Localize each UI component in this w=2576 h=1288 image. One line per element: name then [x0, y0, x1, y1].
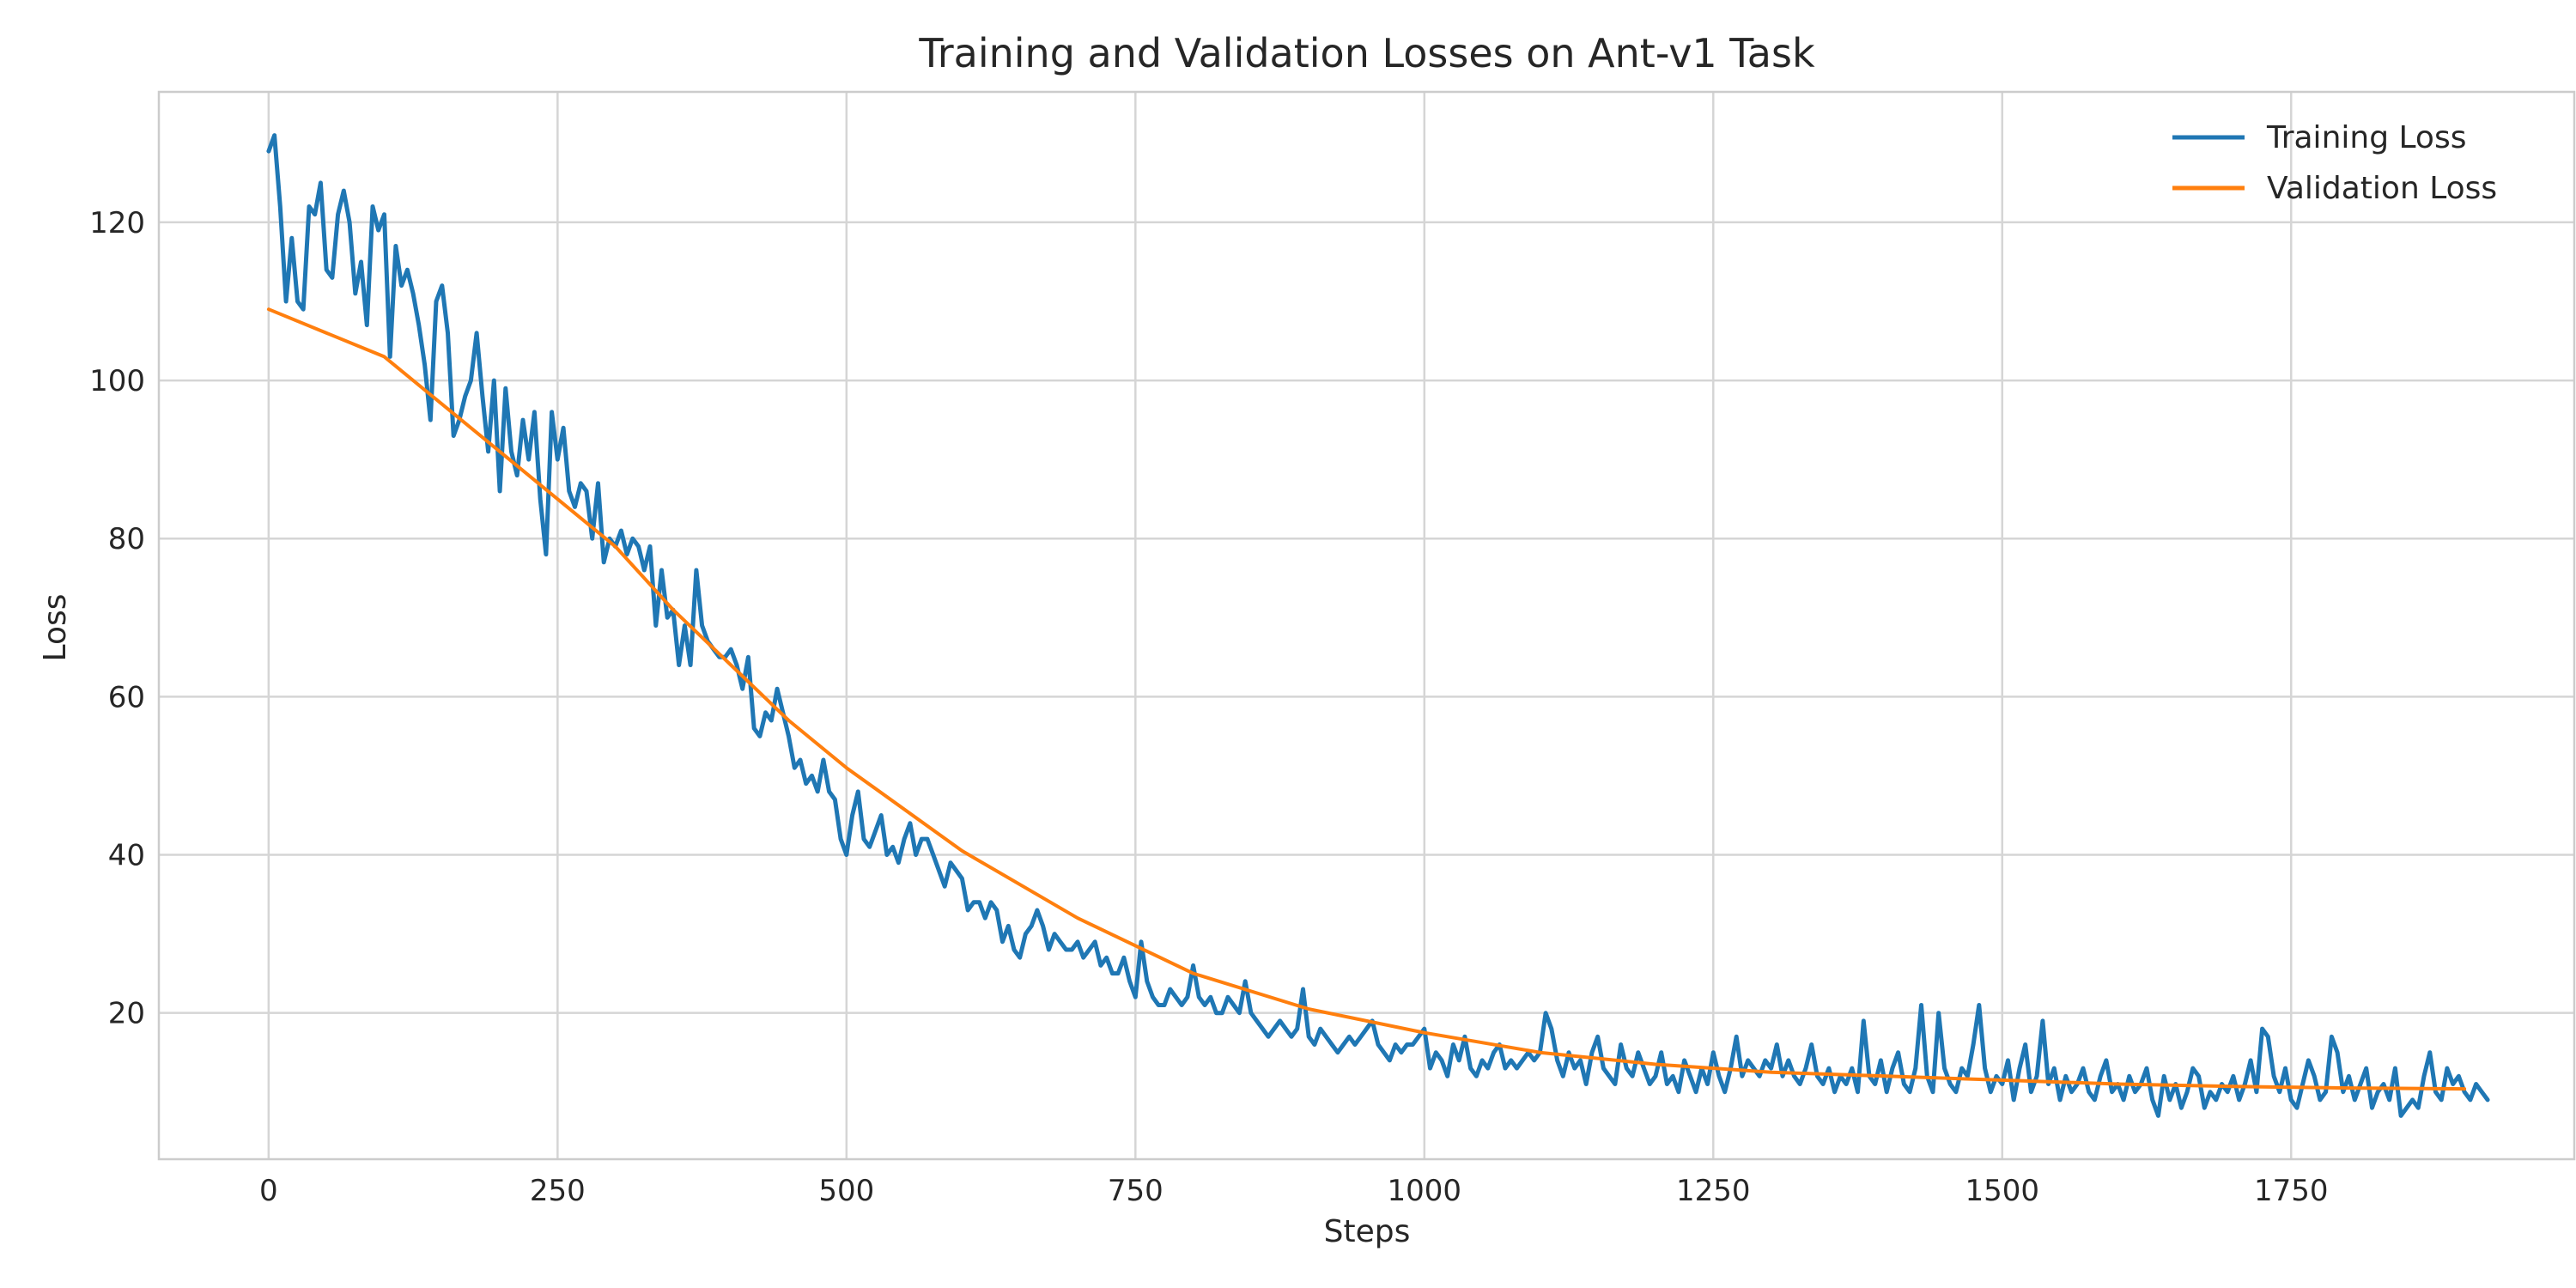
x-tick-label: 250: [530, 1174, 586, 1208]
legend-label-validation-loss: Validation Loss: [2267, 171, 2497, 206]
y-tick-labels: 20 40 60 80 100 120: [89, 206, 145, 1031]
y-tick-label: 40: [108, 839, 145, 873]
x-tick-label: 1750: [2254, 1174, 2329, 1208]
grid: [159, 92, 2574, 1159]
y-tick-label: 60: [108, 680, 145, 714]
series-lines: [266, 133, 2490, 1118]
x-tick-label: 750: [1108, 1174, 1163, 1208]
x-tick-label: 0: [259, 1174, 278, 1208]
x-tick-label: 1000: [1388, 1174, 1462, 1208]
legend: Training Loss Validation Loss: [2172, 120, 2497, 206]
x-axis-title: Steps: [1324, 1214, 1411, 1249]
plot-frame: [157, 90, 2576, 1161]
chart-title: Training and Validation Losses on Ant-v1…: [918, 30, 1815, 76]
x-tick-label: 1500: [1965, 1174, 2039, 1208]
x-tick-label: 500: [818, 1174, 874, 1208]
y-tick-label: 20: [108, 997, 145, 1031]
y-tick-label: 100: [89, 364, 145, 398]
x-tick-label: 1250: [1676, 1174, 1751, 1208]
legend-label-training-loss: Training Loss: [2266, 120, 2466, 155]
x-tick-labels: 0 250 500 750 1000 1250 1500 1750: [259, 1174, 2328, 1208]
y-tick-label: 120: [89, 206, 145, 240]
series-line-validation-loss: [266, 307, 2467, 1091]
y-axis-title: Loss: [38, 594, 73, 662]
y-tick-label: 80: [108, 522, 145, 556]
